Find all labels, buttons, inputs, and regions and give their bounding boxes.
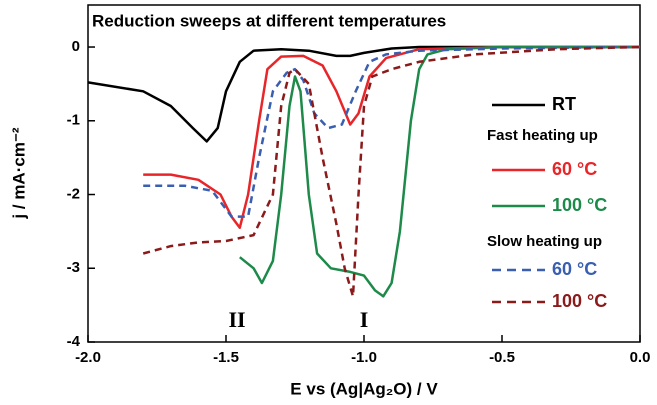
y-tick-label: -2 (67, 185, 80, 202)
y-tick-label: -1 (67, 112, 80, 129)
series-line (239, 45, 640, 298)
legend-group-title: Fast heating up (487, 127, 598, 144)
legend-label: RT (552, 94, 576, 114)
legend-group-title: Slow heating up (487, 233, 602, 250)
series-line (143, 45, 641, 218)
annotation: I (360, 307, 369, 332)
x-tick-label: -2.0 (75, 349, 101, 366)
x-tick-label: -0.5 (489, 349, 515, 366)
series-line (143, 45, 640, 229)
legend-label: 60 °C (552, 159, 597, 179)
x-tick-label: -1.0 (351, 349, 377, 366)
legend-label: 100 °C (552, 291, 607, 311)
x-tick-label: -1.5 (213, 349, 239, 366)
y-tick-label: -4 (67, 333, 81, 350)
x-axis-label: E vs (Ag|Ag₂O) / V (290, 379, 438, 398)
series-line (87, 45, 640, 143)
x-tick-label: 0.0 (630, 349, 651, 366)
y-axis-label: j / mA·cm⁻² (9, 127, 28, 219)
y-tick-label: -3 (67, 259, 80, 276)
chart-title: Reduction sweeps at different temperatur… (92, 11, 446, 30)
legend-label: 100 °C (552, 195, 607, 215)
series-line (142, 45, 641, 298)
annotation: II (228, 307, 245, 332)
y-tick-label: 0 (72, 38, 80, 55)
legend-label: 60 °C (552, 259, 597, 279)
